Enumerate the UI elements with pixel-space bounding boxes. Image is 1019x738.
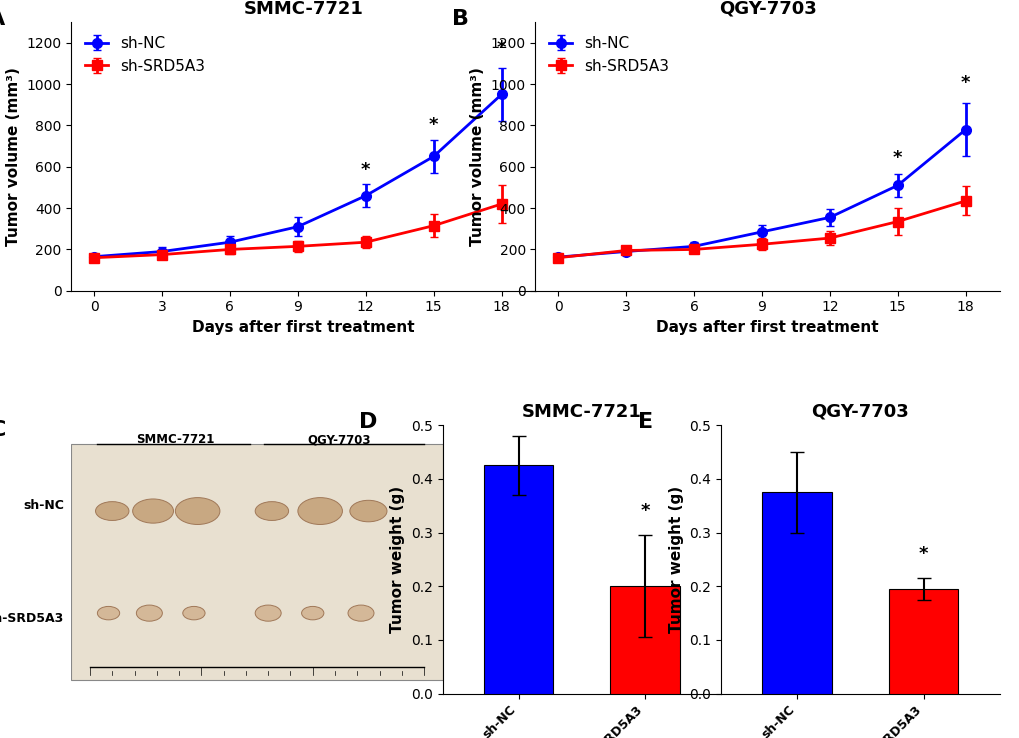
Ellipse shape — [137, 605, 162, 621]
FancyBboxPatch shape — [71, 444, 442, 680]
Text: sh-NC: sh-NC — [23, 499, 64, 512]
Y-axis label: Tumor volume (mm³): Tumor volume (mm³) — [470, 67, 485, 246]
Title: SMMC-7721: SMMC-7721 — [522, 403, 641, 421]
Ellipse shape — [347, 605, 374, 621]
Text: *: * — [428, 116, 438, 134]
Ellipse shape — [255, 502, 288, 520]
Y-axis label: Tumor weight (g): Tumor weight (g) — [390, 486, 405, 633]
Text: sh-SRD5A3: sh-SRD5A3 — [0, 612, 64, 625]
Text: D: D — [359, 412, 377, 432]
Text: *: * — [640, 502, 649, 520]
Ellipse shape — [255, 605, 281, 621]
X-axis label: Days after first treatment: Days after first treatment — [192, 320, 415, 335]
Text: *: * — [892, 149, 902, 167]
Title: QGY-7703: QGY-7703 — [811, 403, 908, 421]
Text: QGY-7703: QGY-7703 — [307, 433, 370, 446]
Y-axis label: Tumor volume (mm³): Tumor volume (mm³) — [6, 67, 21, 246]
Ellipse shape — [132, 499, 173, 523]
Ellipse shape — [97, 607, 119, 620]
Ellipse shape — [350, 500, 386, 522]
Text: *: * — [496, 39, 505, 58]
Title: QGY-7703: QGY-7703 — [718, 0, 815, 18]
Ellipse shape — [298, 497, 342, 525]
Title: SMMC-7721: SMMC-7721 — [244, 0, 363, 18]
Text: B: B — [451, 9, 469, 29]
Text: C: C — [0, 420, 6, 440]
Text: *: * — [361, 161, 370, 179]
Bar — [609, 586, 680, 694]
Text: *: * — [960, 75, 969, 92]
Ellipse shape — [175, 497, 220, 525]
Ellipse shape — [302, 607, 324, 620]
Legend: sh-NC, sh-SRD5A3: sh-NC, sh-SRD5A3 — [542, 30, 675, 80]
Legend: sh-NC, sh-SRD5A3: sh-NC, sh-SRD5A3 — [78, 30, 211, 80]
Text: A: A — [0, 9, 5, 29]
Bar — [888, 589, 958, 694]
Ellipse shape — [182, 607, 205, 620]
Text: *: * — [918, 545, 927, 563]
Text: SMMC-7721: SMMC-7721 — [137, 433, 214, 446]
Ellipse shape — [96, 502, 128, 520]
Text: E: E — [637, 412, 652, 432]
Bar — [761, 492, 832, 694]
X-axis label: Days after first treatment: Days after first treatment — [655, 320, 878, 335]
Bar — [483, 466, 553, 694]
Y-axis label: Tumor weight (g): Tumor weight (g) — [668, 486, 683, 633]
